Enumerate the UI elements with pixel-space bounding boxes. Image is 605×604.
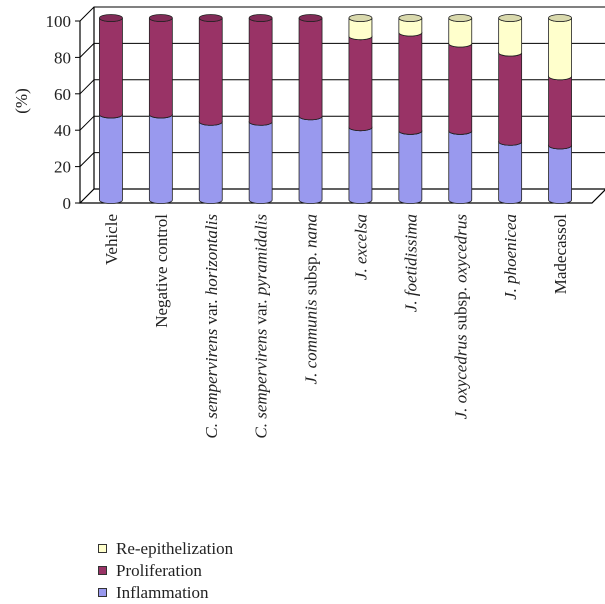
legend-swatch-proliferation [98, 566, 107, 575]
legend-label-inflammation: Inflammation [116, 583, 209, 602]
bar-segment-proliferation [448, 39, 473, 135]
bar-segment-inflammation [198, 117, 223, 204]
bar-segment-inflammation [99, 110, 123, 204]
bar-segment-inflammation [398, 126, 423, 204]
x-tick-label: Madecassol [551, 214, 570, 295]
bar-segment-inflammation [148, 110, 173, 204]
bar-segment-inflammation [498, 137, 523, 204]
x-tick-label: C. sempervirens var. pyramidalis [252, 214, 271, 439]
bar-segment-re-epithelization [448, 14, 473, 48]
bar-group [348, 14, 373, 204]
bar-segment-re-epithelization [498, 14, 523, 57]
bar-segment-proliferation [348, 32, 373, 132]
bar-segment-proliferation [498, 48, 523, 146]
bar-segment-proliferation [398, 28, 423, 135]
x-tick-label: J. oxycedrus subsp. oxycedrus [451, 214, 470, 420]
legend-swatch-re-epithelization [98, 544, 107, 553]
legend-label-re-epithelization: Re-epithelization [116, 539, 234, 558]
bar-segment-proliferation [198, 14, 223, 126]
bar-group [548, 14, 572, 204]
bar-group [248, 14, 273, 204]
x-tick-label: Vehicle [102, 214, 121, 265]
x-tick-label: J. communis subsp. nana [302, 214, 321, 384]
y-axis-label: (%) [12, 88, 31, 113]
bar-segment-proliferation [148, 14, 173, 119]
bar-segment-inflammation [348, 123, 373, 204]
bar-segment-re-epithelization [348, 14, 373, 41]
legend-label-proliferation: Proliferation [116, 561, 202, 580]
y-tick-label: 60 [54, 85, 71, 104]
y-tick-label: 20 [54, 158, 71, 177]
x-tick-label: C. sempervirens var. horizontalis [202, 214, 221, 439]
bar-group [498, 14, 523, 204]
x-tick-label: J. foetidissima [401, 214, 420, 312]
y-tick-label: 0 [63, 194, 72, 213]
bar-group [198, 14, 223, 204]
bar-segment-proliferation [548, 72, 572, 150]
bar-group [398, 14, 423, 204]
bar-segment-inflammation [548, 141, 572, 204]
y-tick-label: 40 [54, 121, 71, 140]
bar-segment-inflammation [298, 112, 323, 204]
bar-segment-inflammation [248, 117, 273, 204]
bar-segment-proliferation [248, 14, 273, 126]
bar-group [448, 14, 473, 204]
bar-group [148, 14, 173, 204]
x-tick-label: J. excelsa [351, 214, 370, 280]
bar-segment-re-epithelization [398, 14, 423, 37]
axes [75, 7, 605, 204]
bar-group [298, 14, 323, 204]
legend-swatch-inflammation [98, 588, 107, 597]
bar-segment-proliferation [298, 14, 323, 121]
y-tick-labels: 0 20 40 60 80 100 [46, 12, 72, 213]
floor [78, 188, 605, 204]
x-tick-label: Negative control [152, 214, 171, 328]
x-tick-label: J. phoenicea [501, 214, 520, 300]
y-tick-label: 100 [46, 12, 72, 31]
bars [99, 14, 572, 204]
bar-group [99, 14, 123, 204]
y-tick-label: 80 [54, 48, 71, 67]
x-tick-labels: Vehicle Negative control C. sempervirens v… [102, 214, 570, 439]
bar-segment-re-epithelization [548, 14, 572, 81]
bar-segment-proliferation [99, 14, 123, 119]
bar-segment-inflammation [448, 126, 473, 204]
